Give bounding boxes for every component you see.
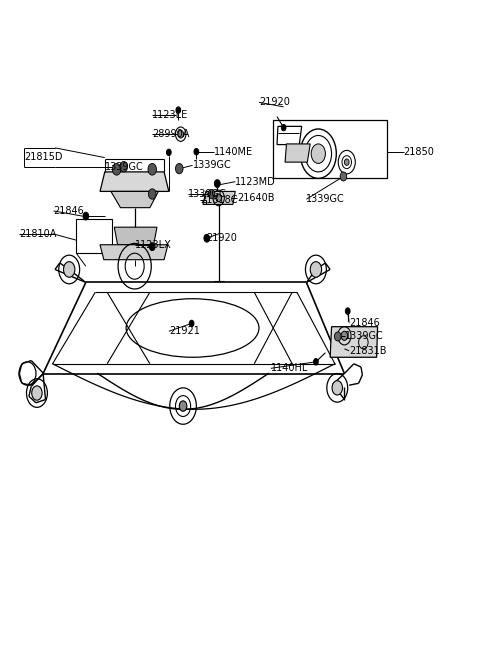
Circle shape <box>178 131 183 138</box>
Circle shape <box>176 163 183 174</box>
Circle shape <box>112 163 121 175</box>
Polygon shape <box>114 227 157 245</box>
Text: 21831B: 21831B <box>349 346 386 356</box>
Circle shape <box>208 190 215 199</box>
Circle shape <box>215 180 220 188</box>
Bar <box>273 120 387 178</box>
Ellipse shape <box>126 298 259 358</box>
Text: 1123MD: 1123MD <box>235 176 276 187</box>
Circle shape <box>340 172 347 181</box>
Circle shape <box>167 149 171 155</box>
Circle shape <box>310 262 322 277</box>
Polygon shape <box>100 245 168 260</box>
Text: 21850: 21850 <box>404 148 434 157</box>
Text: 21640B: 21640B <box>237 193 275 203</box>
Circle shape <box>176 107 180 113</box>
Text: 1339GC: 1339GC <box>306 194 345 204</box>
Circle shape <box>179 401 187 411</box>
Circle shape <box>311 144 325 163</box>
Text: 21920: 21920 <box>259 97 290 108</box>
Text: 21920: 21920 <box>206 234 237 243</box>
Text: 1140ME: 1140ME <box>214 147 253 157</box>
Polygon shape <box>285 144 310 162</box>
Text: 1123LE: 1123LE <box>152 110 189 119</box>
Circle shape <box>313 359 318 365</box>
Circle shape <box>216 180 220 187</box>
Circle shape <box>120 161 128 172</box>
Circle shape <box>148 163 156 175</box>
Text: 1123LX: 1123LX <box>135 239 171 250</box>
Circle shape <box>148 189 156 199</box>
Polygon shape <box>330 327 378 358</box>
Circle shape <box>32 386 42 400</box>
Polygon shape <box>100 172 169 192</box>
Text: 21921: 21921 <box>169 326 200 337</box>
Text: 1339GC: 1339GC <box>192 160 231 171</box>
Bar <box>76 219 112 253</box>
Circle shape <box>189 320 194 327</box>
Circle shape <box>344 159 349 165</box>
Circle shape <box>83 213 89 220</box>
Polygon shape <box>277 127 301 144</box>
Text: 28990A: 28990A <box>152 129 190 139</box>
Circle shape <box>341 331 348 340</box>
Circle shape <box>332 380 342 395</box>
Circle shape <box>63 262 75 277</box>
Circle shape <box>345 308 350 314</box>
Text: 1339GC: 1339GC <box>188 189 227 199</box>
Text: 1339GC: 1339GC <box>345 331 384 342</box>
Circle shape <box>281 125 286 131</box>
Text: 21810A: 21810A <box>19 229 57 239</box>
Text: 21818C: 21818C <box>200 195 238 205</box>
Text: 1140HL: 1140HL <box>271 363 308 373</box>
Circle shape <box>149 243 155 251</box>
Text: 1339GC: 1339GC <box>105 161 144 172</box>
Circle shape <box>194 148 199 155</box>
Polygon shape <box>111 192 158 208</box>
Text: 21846: 21846 <box>54 206 84 216</box>
Circle shape <box>204 234 210 242</box>
Circle shape <box>216 194 221 202</box>
Text: 21846: 21846 <box>349 318 380 328</box>
Text: 21815D: 21815D <box>24 152 62 162</box>
Polygon shape <box>203 192 235 205</box>
Circle shape <box>335 332 341 341</box>
